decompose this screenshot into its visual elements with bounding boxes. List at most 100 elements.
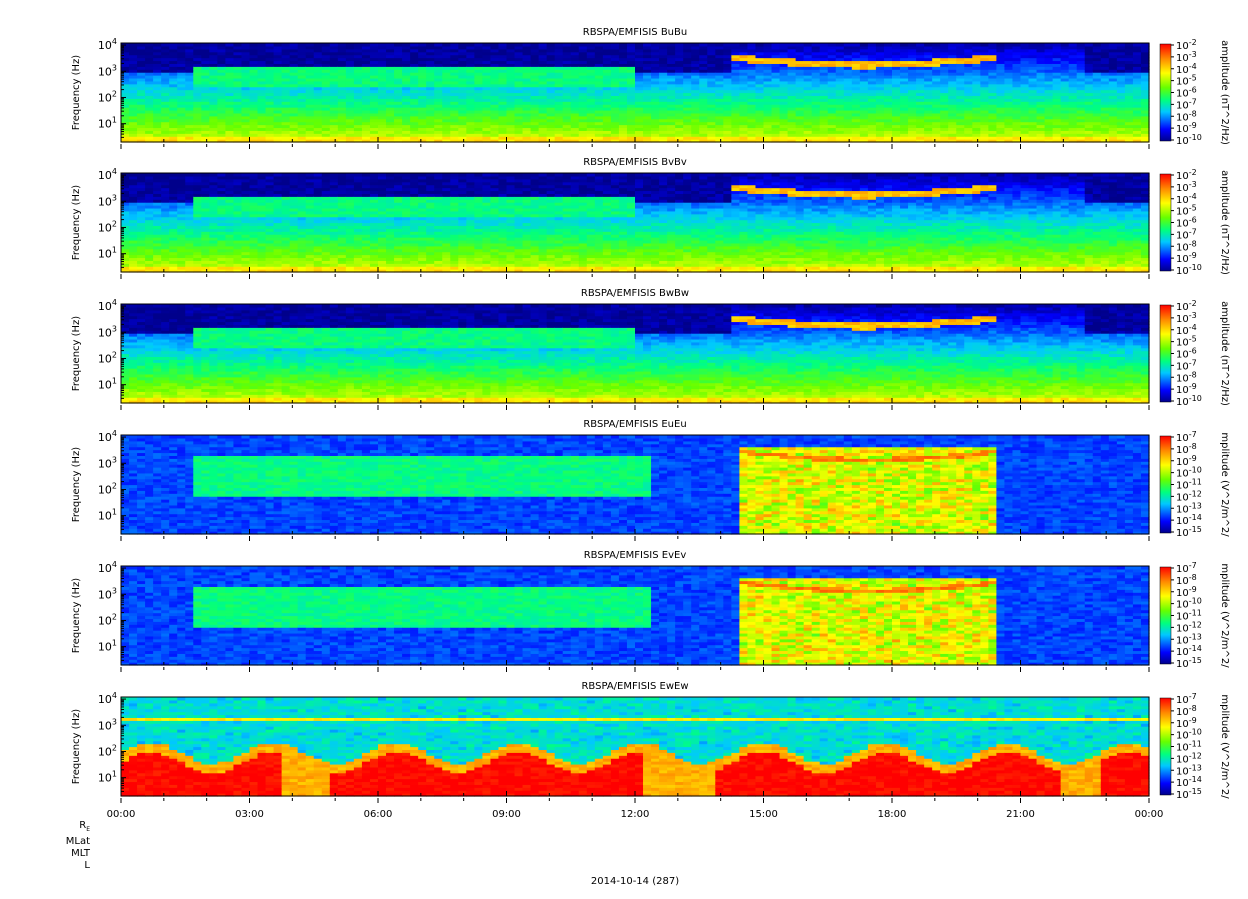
spectrogram-cell [273, 127, 283, 131]
spectrogram-cell [626, 75, 636, 79]
spectrogram-cell [426, 101, 435, 105]
spectrogram-cell [675, 95, 684, 99]
spectrogram-cell [426, 115, 435, 120]
spectrogram-cell [369, 136, 379, 140]
spectrogram-cell [209, 127, 218, 131]
spectrogram-cell [490, 83, 500, 88]
spectrogram-cell [209, 86, 218, 91]
spectrogram-cell [129, 115, 138, 120]
spectrogram-cell [361, 89, 371, 94]
spectrogram-cell [378, 112, 387, 117]
spectrogram-cell [731, 115, 741, 120]
spectrogram-cell [249, 48, 259, 53]
spectrogram-cell [715, 57, 724, 62]
spectrogram-cell [281, 109, 291, 114]
spectrogram-cell [554, 43, 564, 47]
spectrogram-cell [378, 83, 387, 88]
spectrogram-cell [257, 66, 267, 70]
spectrogram-cell [434, 57, 443, 62]
spectrogram-cell [434, 104, 443, 108]
spectrogram-cell [514, 45, 524, 50]
spectrogram-cell [193, 48, 202, 53]
spectrogram-cell [281, 130, 291, 134]
spectrogram-cell [675, 48, 684, 53]
spectrogram-cell [795, 136, 805, 140]
spectrogram-cell [522, 124, 532, 129]
spectrogram-cell [763, 86, 773, 91]
spectrogram-cell [771, 60, 781, 64]
spectrogram-cell [699, 107, 708, 111]
spectrogram-cell [337, 124, 347, 129]
spectrogram-cell [434, 95, 443, 99]
spectrogram-cell [787, 109, 797, 114]
spectrogram-cell [771, 45, 781, 50]
spectrogram-cell [394, 63, 403, 67]
spectrogram-cell [241, 118, 251, 123]
spectrogram-cell [217, 80, 227, 85]
spectrogram-cell [723, 45, 732, 50]
spectrogram-cell [345, 72, 355, 76]
spectrogram-cell [763, 115, 773, 120]
spectrogram-cell [321, 136, 331, 140]
spectrogram-cell [482, 130, 492, 134]
spectrogram-cell [490, 115, 500, 120]
spectrogram-cell [635, 48, 644, 53]
spectrogram-cell [337, 107, 347, 111]
spectrogram-cell [353, 69, 363, 73]
spectrogram-cell [779, 75, 789, 79]
spectrogram-cell [506, 127, 516, 131]
spectrogram-cell [169, 83, 178, 88]
spectrogram-cell [249, 60, 259, 64]
spectrogram-cell [161, 86, 170, 91]
spectrogram-cell [691, 69, 700, 73]
spectrogram-cell [570, 127, 580, 131]
spectrogram-cell [145, 72, 154, 76]
spectrogram-cell [530, 109, 540, 114]
spectrogram-cell [233, 118, 243, 123]
spectrogram-cell [369, 48, 379, 53]
spectrogram-cell [273, 107, 283, 111]
spectrogram-cell [273, 136, 283, 140]
spectrogram-cell [739, 75, 749, 79]
spectrogram-cell [490, 101, 500, 105]
spectrogram-cell [683, 127, 692, 131]
spectrogram-cell [779, 66, 789, 70]
spectrogram-cell [602, 77, 612, 82]
spectrogram-cell [225, 112, 235, 117]
spectrogram-cell [329, 86, 339, 91]
spectrogram-cell [386, 43, 395, 47]
spectrogram-cell [201, 83, 210, 88]
spectrogram-cell [618, 124, 628, 129]
spectrogram-cell [707, 60, 716, 64]
spectrogram-cell [570, 63, 580, 67]
spectrogram-cell [169, 51, 178, 56]
spectrogram-cell [514, 98, 524, 102]
spectrogram-cell [201, 139, 210, 143]
spectrogram-cell [763, 133, 773, 137]
spectrogram-cell [538, 43, 548, 47]
spectrogram-cell [1052, 43, 1062, 47]
spectrogram-cell [482, 86, 492, 91]
spectrogram-cell [145, 89, 154, 94]
spectrogram-cell [514, 75, 524, 79]
spectrogram-cell [313, 86, 323, 91]
spectrogram-cell [554, 57, 564, 62]
spectrogram-cell [538, 92, 548, 97]
spectrogram-cell [474, 48, 484, 53]
spectrogram-cell [145, 48, 154, 53]
spectrogram-cell [570, 72, 580, 76]
spectrogram-cell [482, 107, 492, 111]
spectrogram-cell [145, 112, 154, 117]
spectrogram-cell [570, 92, 580, 97]
spectrogram-cell [683, 57, 692, 62]
spectrogram-cell [145, 63, 154, 67]
spectrogram-cell [177, 51, 186, 56]
spectrogram-cell [369, 63, 379, 67]
spectrogram-cell [683, 95, 692, 99]
spectrogram-cell [378, 51, 387, 56]
spectrogram-cell [691, 75, 700, 79]
spectrogram-cell [635, 51, 644, 56]
spectrogram-cell [554, 45, 564, 50]
spectrogram-cell [177, 95, 186, 99]
